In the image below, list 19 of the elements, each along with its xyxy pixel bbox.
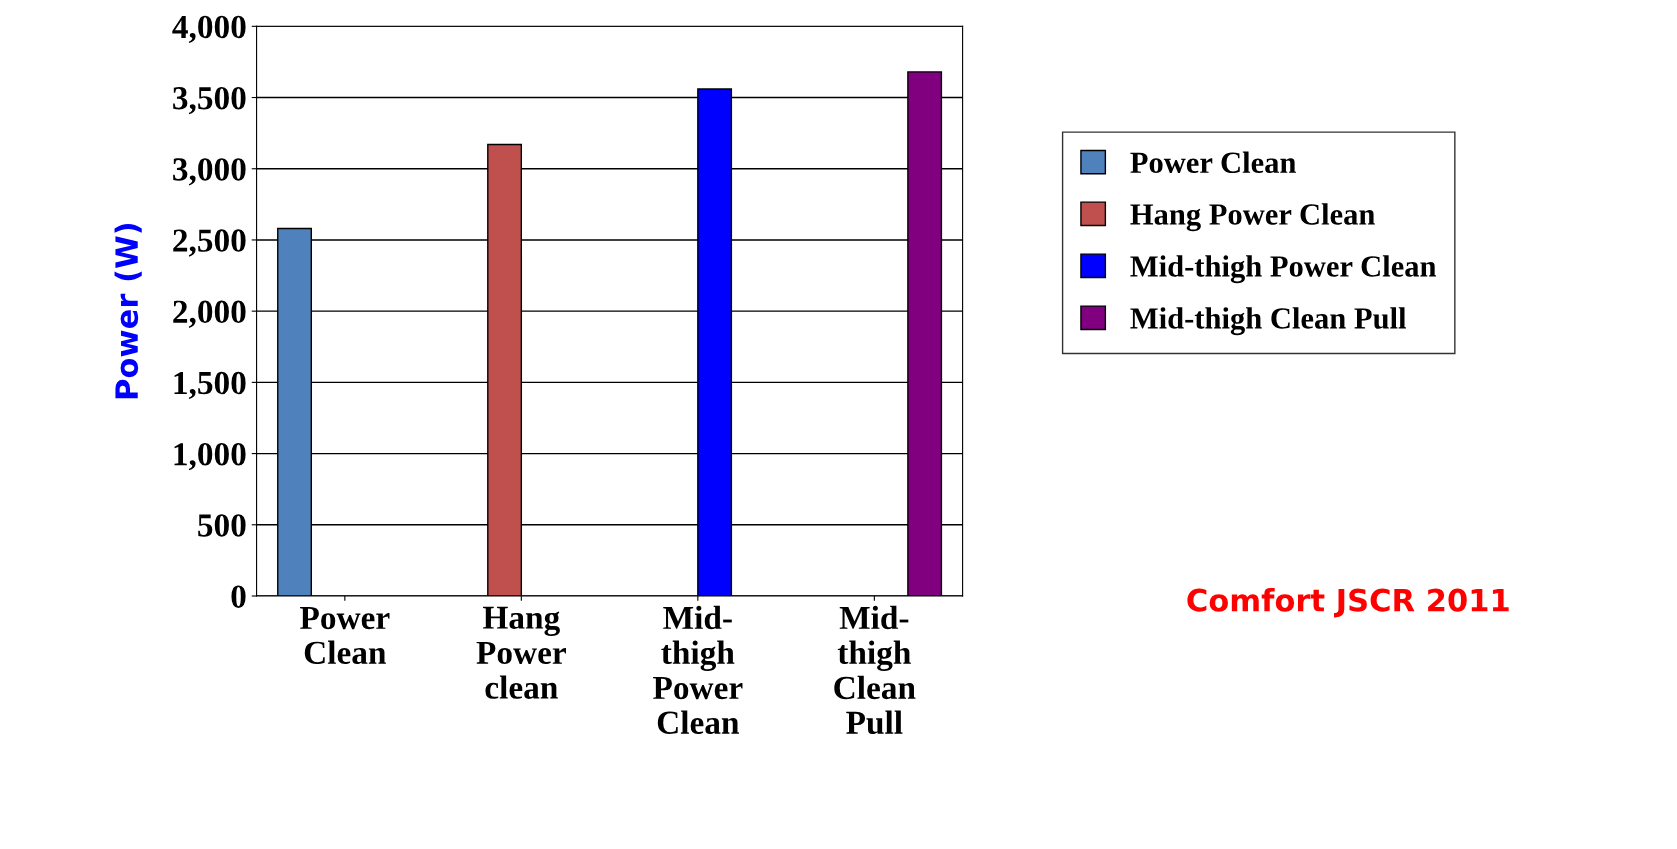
y-tick-label: 2,500 [173, 229, 246, 257]
y-tick-label: 3,000 [173, 158, 246, 186]
x-tick-label: Power Clean [300, 607, 390, 665]
y-tick-label: 500 [198, 514, 246, 537]
y-tick-label: 2,000 [173, 300, 246, 328]
y-tick-label: 1,500 [174, 371, 246, 400]
y-tick-label: 3,500 [173, 86, 246, 115]
legend-label: Mid-thigh Clean Pull [1130, 307, 1407, 336]
legend-label: Hang Power Clean [1130, 203, 1375, 232]
legend-label: Mid-thigh Power Clean [1130, 255, 1437, 284]
text: Comfort JSCR 2011 [1187, 588, 1509, 618]
x-tick-label: Hang Power clean [476, 606, 566, 699]
y-axis-title: Power (W) [114, 223, 142, 399]
x-tick-label: Mid- thigh Clean Pull [834, 605, 916, 735]
y-tick-label: 0 [231, 585, 246, 608]
legend-label: Power Clean [1130, 151, 1296, 174]
x-tick-label: Mid- thigh Power Clean [653, 605, 743, 734]
y-tick-label: 1,000 [174, 442, 246, 471]
y-tick-label: 4,000 [172, 15, 246, 44]
